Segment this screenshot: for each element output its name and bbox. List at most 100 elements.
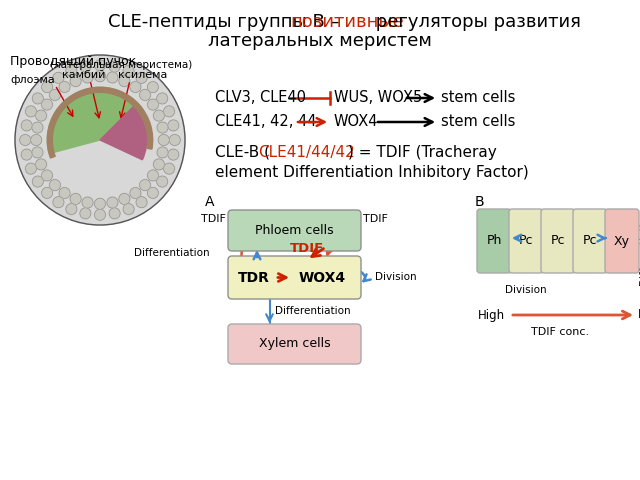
Circle shape [154, 159, 164, 170]
Circle shape [95, 71, 106, 82]
FancyBboxPatch shape [541, 209, 575, 273]
Circle shape [164, 163, 175, 174]
FancyBboxPatch shape [573, 209, 607, 273]
Circle shape [109, 208, 120, 219]
Circle shape [157, 93, 168, 104]
Circle shape [31, 134, 42, 145]
Circle shape [80, 208, 91, 219]
Text: element Differentiation Inhibitory Factor): element Differentiation Inhibitory Facto… [215, 165, 529, 180]
Circle shape [42, 99, 52, 110]
Circle shape [140, 89, 150, 100]
Text: камбий: камбий [62, 70, 106, 80]
Circle shape [32, 176, 44, 187]
Text: CLE41, 42, 44: CLE41, 42, 44 [215, 115, 317, 130]
Text: TDIF: TDIF [363, 214, 388, 224]
Circle shape [59, 188, 70, 199]
Wedge shape [100, 107, 147, 160]
Circle shape [82, 72, 93, 83]
Text: WOX4: WOX4 [334, 115, 378, 130]
FancyBboxPatch shape [228, 324, 361, 364]
Text: Differentiation: Differentiation [639, 209, 640, 285]
Circle shape [15, 55, 185, 225]
Text: WOX4: WOX4 [298, 271, 346, 285]
Text: позитивные: позитивные [290, 13, 404, 31]
Circle shape [49, 89, 60, 100]
Text: Pc: Pc [583, 235, 597, 248]
Circle shape [70, 75, 81, 86]
Circle shape [36, 110, 47, 121]
Text: Low: Low [638, 309, 640, 322]
Circle shape [53, 72, 64, 84]
Circle shape [82, 197, 93, 208]
Circle shape [136, 197, 147, 208]
Circle shape [26, 163, 36, 174]
Circle shape [59, 82, 70, 93]
Circle shape [21, 149, 32, 160]
Circle shape [70, 193, 81, 204]
Text: WUS, WOX5: WUS, WOX5 [334, 91, 422, 106]
Circle shape [49, 180, 60, 191]
Circle shape [130, 82, 141, 93]
Text: TDIF: TDIF [201, 214, 226, 224]
Text: TDIF conc.: TDIF conc. [531, 327, 589, 337]
Text: A: A [205, 195, 215, 209]
Text: Pc: Pc [519, 235, 533, 248]
Text: stem cells: stem cells [441, 115, 515, 130]
Circle shape [119, 75, 130, 86]
Circle shape [157, 122, 168, 133]
Wedge shape [47, 87, 143, 154]
Circle shape [32, 93, 44, 104]
Text: латеральных меристем: латеральных меристем [208, 32, 432, 50]
Text: B: B [475, 195, 484, 209]
Circle shape [32, 122, 43, 133]
Text: регуляторы развития: регуляторы развития [370, 13, 581, 31]
Text: Phloem cells: Phloem cells [255, 224, 334, 237]
Circle shape [164, 106, 175, 117]
FancyBboxPatch shape [228, 256, 361, 299]
Circle shape [123, 204, 134, 215]
Text: Ph: Ph [486, 235, 502, 248]
Circle shape [95, 60, 106, 71]
Text: флоэма: флоэма [10, 75, 55, 85]
Text: TDR: TDR [238, 271, 270, 285]
Circle shape [157, 176, 168, 187]
Circle shape [158, 134, 169, 145]
Text: Xy: Xy [614, 235, 630, 248]
Circle shape [119, 193, 130, 204]
Circle shape [147, 187, 159, 198]
Circle shape [21, 120, 32, 131]
Text: ) = TDIF (Tracheray: ) = TDIF (Tracheray [348, 144, 497, 159]
Circle shape [147, 170, 159, 181]
Text: Проводящий пучок: Проводящий пучок [10, 55, 136, 68]
Circle shape [66, 65, 77, 76]
Circle shape [80, 61, 91, 72]
Text: Xylem cells: Xylem cells [259, 337, 330, 350]
Text: CLE-B (: CLE-B ( [215, 144, 270, 159]
Text: ксилема: ксилема [118, 70, 168, 80]
Circle shape [130, 188, 141, 199]
Circle shape [107, 72, 118, 83]
Circle shape [66, 204, 77, 215]
Circle shape [53, 197, 64, 208]
FancyArrowPatch shape [234, 241, 244, 269]
Text: (латеральная меристема): (латеральная меристема) [50, 60, 192, 70]
Circle shape [36, 159, 47, 170]
Text: Differentiation: Differentiation [134, 249, 210, 259]
FancyBboxPatch shape [509, 209, 543, 273]
Circle shape [157, 147, 168, 158]
Wedge shape [47, 87, 153, 158]
FancyArrowPatch shape [361, 272, 371, 281]
Circle shape [140, 180, 150, 191]
Circle shape [42, 82, 52, 93]
Text: CLV3, CLE40: CLV3, CLE40 [215, 91, 306, 106]
FancyArrowPatch shape [326, 237, 354, 255]
Text: stem cells: stem cells [441, 91, 515, 106]
Circle shape [168, 120, 179, 131]
Circle shape [136, 72, 147, 84]
Text: Pc: Pc [551, 235, 565, 248]
Text: Differentiation: Differentiation [275, 307, 350, 316]
Circle shape [154, 110, 164, 121]
Text: Division: Division [375, 273, 417, 283]
Text: High: High [478, 309, 505, 322]
Circle shape [95, 209, 106, 220]
